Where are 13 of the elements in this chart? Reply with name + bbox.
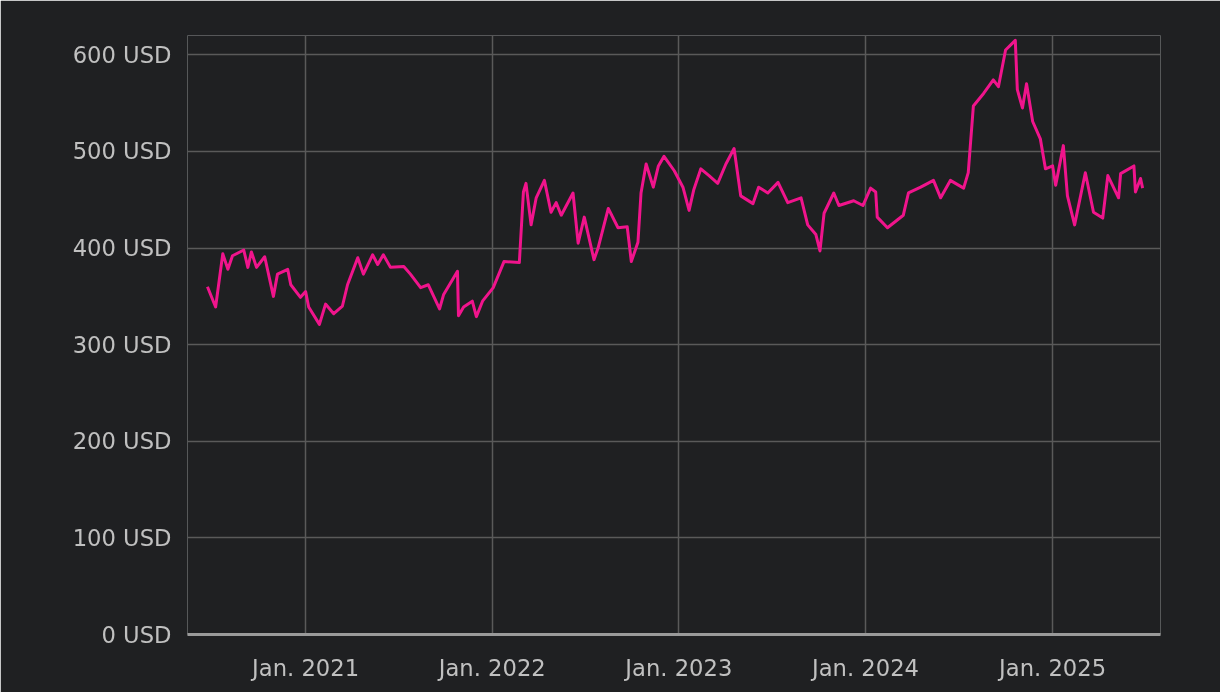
x-tick-label: Jan. 2024 bbox=[809, 654, 919, 681]
x-tick-label: Jan. 2023 bbox=[623, 654, 733, 681]
y-tick-label: 300 USD bbox=[72, 331, 172, 358]
x-tick-label: Jan. 2022 bbox=[436, 654, 546, 681]
y-tick-label: 100 USD bbox=[72, 524, 172, 551]
y-tick-label: 0 USD bbox=[101, 621, 172, 648]
y-tick-label: 400 USD bbox=[72, 235, 172, 262]
line-series bbox=[205, 38, 1145, 326]
y-tick-label: 500 USD bbox=[72, 138, 172, 165]
y-tick-label: 600 USD bbox=[72, 41, 172, 68]
x-tick-label: Jan. 2021 bbox=[250, 654, 360, 681]
y-tick-label: 200 USD bbox=[72, 428, 172, 455]
x-tick-label: Jan. 2025 bbox=[997, 654, 1107, 681]
